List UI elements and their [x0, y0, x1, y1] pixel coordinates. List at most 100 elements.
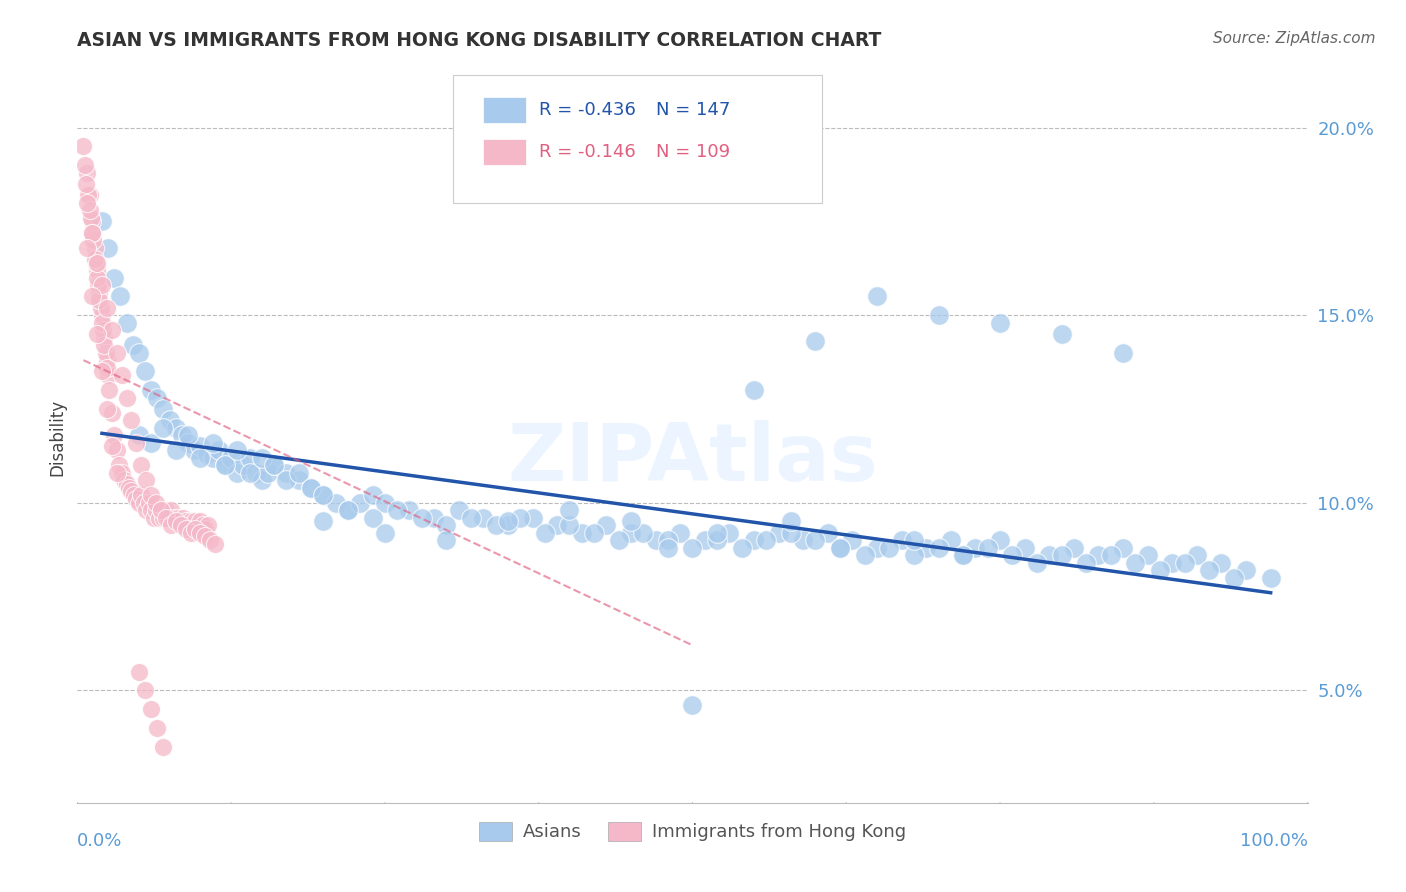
- FancyBboxPatch shape: [484, 138, 526, 165]
- Point: [87, 278, 110, 293]
- Point: [83, 252, 105, 266]
- Point: [194, 522, 217, 536]
- Point: [110, 289, 132, 303]
- Point: [82, 289, 104, 303]
- Point: [135, 503, 157, 517]
- Point: [263, 458, 285, 473]
- Point: [76, 166, 98, 180]
- Point: [939, 533, 962, 548]
- Point: [162, 510, 184, 524]
- Point: [1050, 548, 1073, 562]
- Point: [595, 518, 617, 533]
- Point: [80, 211, 103, 225]
- Point: [115, 391, 138, 405]
- Point: [804, 533, 827, 548]
- Point: [226, 466, 249, 480]
- Point: [607, 533, 630, 548]
- Point: [299, 481, 322, 495]
- Point: [86, 326, 108, 341]
- Point: [141, 383, 163, 397]
- Point: [214, 458, 236, 473]
- Point: [496, 518, 519, 533]
- Point: [1087, 548, 1109, 562]
- Point: [170, 515, 193, 529]
- Point: [142, 510, 165, 524]
- Point: [204, 537, 226, 551]
- Point: [191, 518, 214, 533]
- Point: [128, 665, 150, 679]
- Point: [952, 548, 974, 562]
- Point: [731, 541, 754, 555]
- Point: [232, 458, 254, 473]
- Point: [90, 301, 112, 315]
- Point: [96, 353, 118, 368]
- Point: [288, 473, 311, 487]
- Point: [194, 529, 217, 543]
- Point: [73, 158, 96, 172]
- Point: [620, 525, 643, 540]
- Point: [299, 481, 322, 495]
- Point: [165, 420, 187, 434]
- Point: [1211, 556, 1233, 570]
- Text: 0.0%: 0.0%: [77, 832, 122, 850]
- Point: [177, 518, 200, 533]
- Point: [1161, 556, 1184, 570]
- Point: [903, 533, 925, 548]
- Point: [152, 420, 174, 434]
- Point: [150, 503, 173, 517]
- Point: [96, 401, 118, 416]
- Point: [105, 345, 128, 359]
- Point: [125, 435, 148, 450]
- Point: [170, 518, 193, 533]
- Point: [82, 214, 104, 228]
- Point: [86, 263, 108, 277]
- Point: [82, 226, 104, 240]
- Point: [105, 443, 128, 458]
- Point: [101, 440, 124, 454]
- Point: [361, 510, 384, 524]
- Point: [436, 518, 458, 533]
- Point: [118, 481, 141, 495]
- Point: [121, 338, 143, 352]
- Point: [558, 503, 581, 517]
- Point: [1099, 548, 1122, 562]
- Point: [86, 255, 108, 269]
- Point: [155, 510, 177, 524]
- Point: [90, 278, 114, 293]
- Point: [183, 443, 205, 458]
- Point: [201, 450, 224, 465]
- Point: [988, 316, 1011, 330]
- FancyBboxPatch shape: [484, 97, 526, 123]
- Point: [1260, 571, 1282, 585]
- Point: [79, 203, 101, 218]
- Point: [742, 383, 765, 397]
- Point: [201, 435, 224, 450]
- Point: [157, 510, 180, 524]
- Point: [977, 541, 1000, 555]
- Point: [115, 316, 138, 330]
- Point: [1063, 541, 1085, 555]
- Text: 100.0%: 100.0%: [1240, 832, 1308, 850]
- Point: [145, 503, 167, 517]
- Point: [77, 188, 100, 202]
- Point: [250, 473, 273, 487]
- Point: [160, 518, 183, 533]
- Point: [188, 515, 212, 529]
- Point: [86, 270, 108, 285]
- Legend: Asians, Immigrants from Hong Kong: Asians, Immigrants from Hong Kong: [472, 814, 912, 848]
- Point: [82, 233, 104, 247]
- Point: [112, 473, 135, 487]
- Point: [79, 188, 101, 202]
- Point: [128, 496, 150, 510]
- Point: [706, 525, 728, 540]
- Point: [879, 541, 901, 555]
- Point: [534, 525, 557, 540]
- Point: [1223, 571, 1246, 585]
- Text: ZIPAtlas: ZIPAtlas: [508, 420, 877, 498]
- Point: [239, 466, 262, 480]
- Point: [792, 533, 814, 548]
- Point: [841, 533, 863, 548]
- Point: [165, 515, 187, 529]
- Y-axis label: Disability: Disability: [48, 399, 66, 475]
- Point: [184, 515, 207, 529]
